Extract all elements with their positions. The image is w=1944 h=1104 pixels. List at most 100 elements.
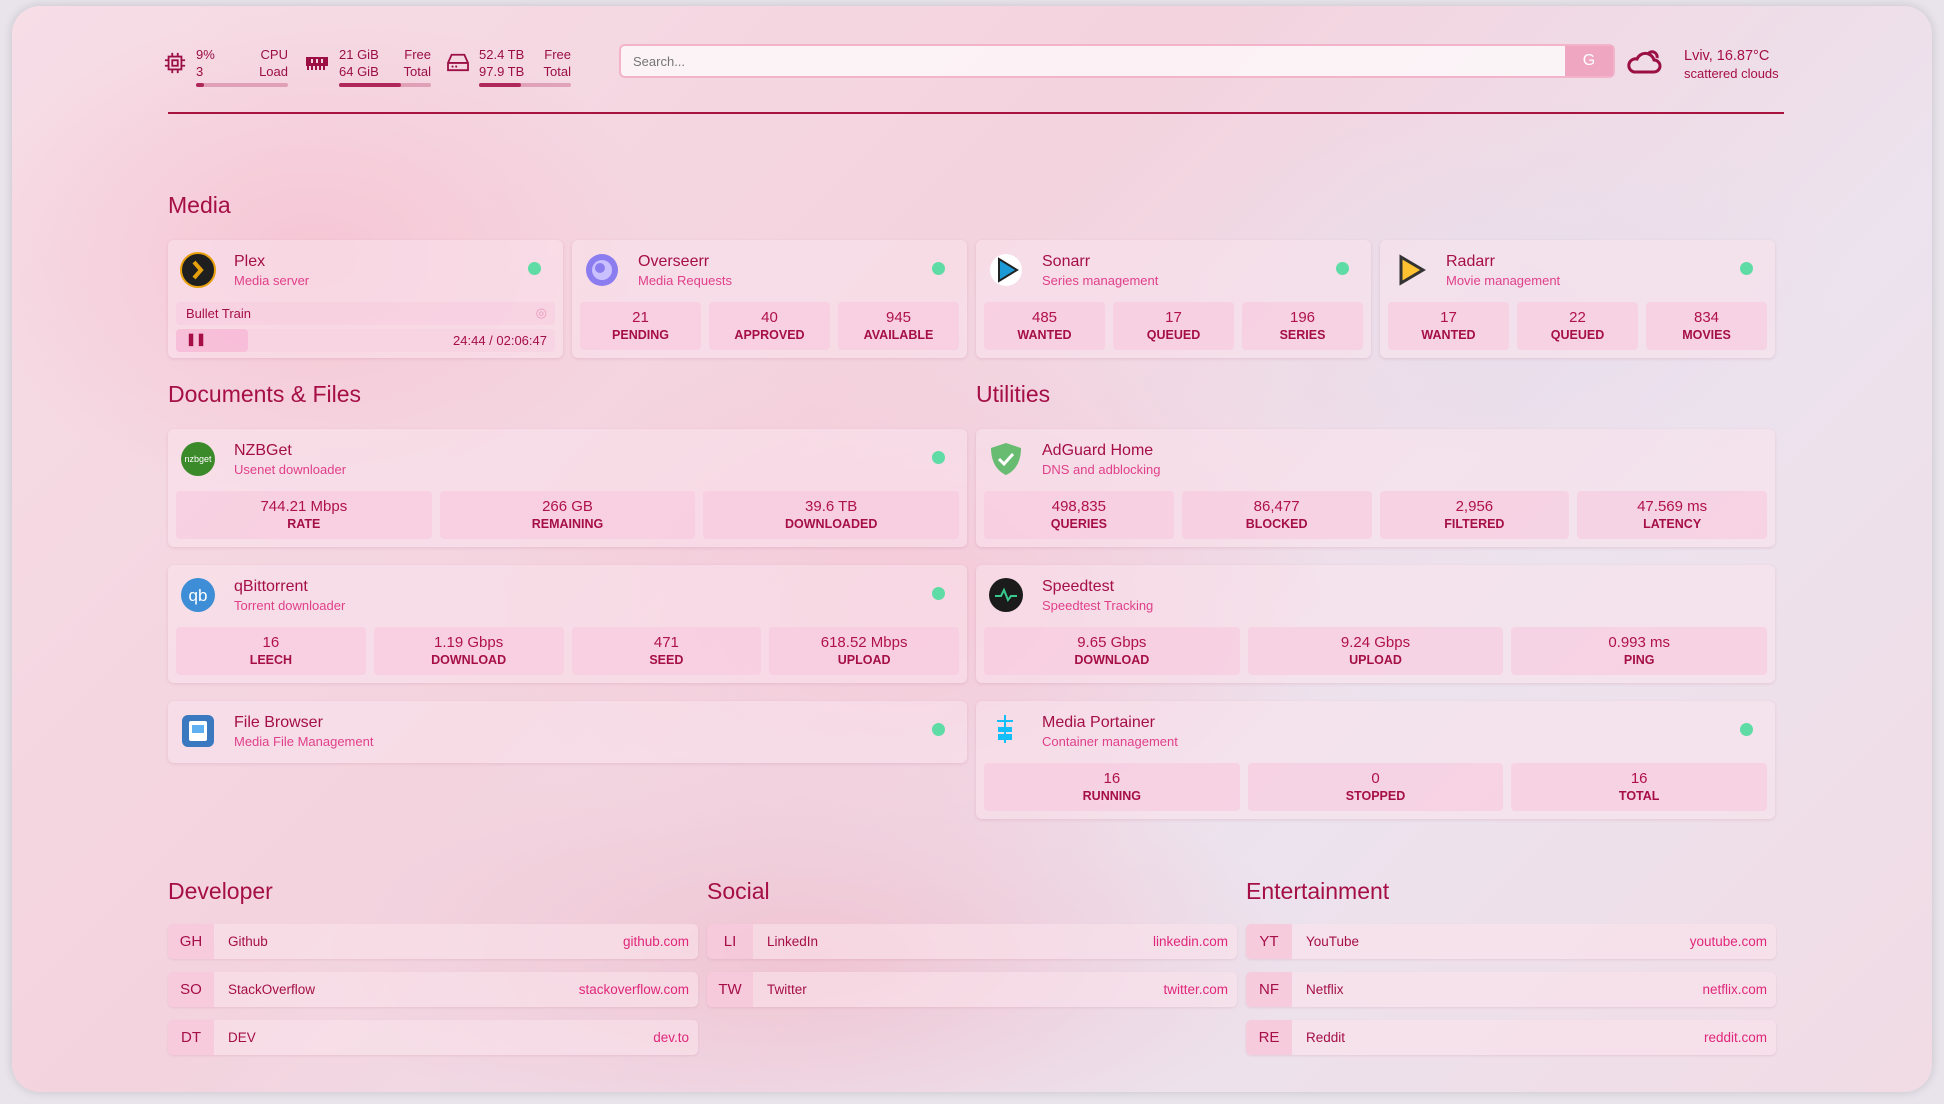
bookmark-github[interactable]: GH Github github.com: [168, 924, 698, 959]
service-card-radarr[interactable]: Radarr Movie management 17 WANTED 22 QUEUED…: [1380, 240, 1775, 358]
bookmark-name: YouTube: [1306, 934, 1360, 949]
search-input[interactable]: [621, 46, 1565, 76]
stat-value: 471: [653, 634, 679, 651]
stat-running: 16 RUNNING: [984, 763, 1240, 811]
now-playing: Bullet Train ◎: [176, 302, 555, 325]
stat-stopped: 0 STOPPED: [1247, 763, 1504, 811]
bookmark-twitter[interactable]: TW Twitter twitter.com: [707, 972, 1237, 1007]
service-name: Overseerr: [638, 253, 710, 270]
stat-rate: 744.21 Mbps RATE: [176, 491, 432, 539]
service-description: Movie management: [1446, 273, 1561, 288]
section-developer: Developer: [168, 878, 273, 904]
stat-label: MOVIES: [1682, 328, 1731, 342]
bookmark-dev[interactable]: DT DEV dev.to: [168, 1020, 698, 1055]
stat-queries: 498,835 QUERIES: [984, 491, 1174, 539]
bookmark-url: dev.to: [653, 1030, 689, 1045]
stats-row: 9.65 Gbps DOWNLOAD 9.24 Gbps UPLOAD 0.993 ms…: [984, 627, 1768, 675]
cpu-load-label: Load: [259, 64, 288, 79]
qbittorrent-icon: qb: [180, 577, 216, 613]
service-card-adguard[interactable]: AdGuard Home DNS and adblocking 498,835 Q…: [976, 429, 1775, 547]
stream-icon: ◎: [535, 305, 547, 320]
service-card-portainer[interactable]: Media Portainer Container management 16 R…: [976, 701, 1775, 819]
stat-value: 16: [1630, 770, 1648, 787]
bookmark-url: linkedin.com: [1152, 934, 1228, 949]
filebrowser-icon: [180, 713, 216, 749]
service-card-plex[interactable]: Plex Media server Bullet Train ◎ ❚❚ 24:44 …: [168, 240, 563, 358]
bookmark-url: youtube.com: [1689, 934, 1767, 949]
pause-icon[interactable]: ❚❚: [186, 332, 207, 346]
cpu-bar-fill: [196, 83, 205, 87]
section-documents-files: Documents & Files: [168, 381, 362, 407]
memory-free-label: Free: [404, 47, 431, 62]
memory-total: 64 GiB: [339, 64, 379, 79]
weather-widget[interactable]: Lviv, 16.87°C scattered clouds: [1626, 46, 1779, 81]
service-card-nzbget[interactable]: nzbget NZBGet Usenet downloader 744.21 M…: [168, 429, 967, 547]
stat-value: 17: [1165, 309, 1182, 326]
service-card-sonarr[interactable]: Sonarr Series management 485 WANTED 17 QUEU…: [976, 240, 1371, 358]
service-card-overseerr[interactable]: Overseerr Media Requests 21 PENDING 40 APPR…: [572, 240, 967, 358]
service-description: Usenet downloader: [234, 462, 347, 477]
stat-wanted: 485 WANTED: [984, 302, 1105, 350]
service-card-qbittorrent[interactable]: qb qBittorrent Torrent downloader 16 LEEC…: [168, 565, 967, 683]
stat-blocked: 86,477 BLOCKED: [1181, 491, 1372, 539]
bookmark-reddit[interactable]: RE Reddit reddit.com: [1246, 1020, 1776, 1055]
service-name: AdGuard Home: [1042, 442, 1154, 459]
bookmark-url: twitter.com: [1163, 982, 1228, 997]
stat-label: SERIES: [1279, 328, 1326, 342]
status-indicator: [1336, 262, 1349, 275]
disk-icon: [447, 53, 469, 72]
stat-movies: 834 MOVIES: [1646, 302, 1767, 350]
speedtest-icon: [988, 577, 1024, 613]
cpu-label: CPU: [260, 47, 288, 62]
search-provider-button[interactable]: G: [1565, 46, 1613, 76]
stat-value: 39.6 TB: [805, 498, 858, 515]
disk-total-label: Total: [543, 64, 571, 79]
service-card-speedtest[interactable]: Speedtest Speedtest Tracking 9.65 Gbps DO…: [976, 565, 1775, 683]
stat-series: 196 SERIES: [1242, 302, 1363, 350]
dashboard: 9% CPU 3 Load 21 GiB Free 64 GiB Total 52.4 TB…: [12, 6, 1932, 1092]
stat-value: 2,956: [1455, 498, 1494, 515]
stats-row: 17 WANTED 22 QUEUED 834 MOVIES: [1388, 302, 1767, 350]
stat-value: 47.569 ms: [1637, 498, 1708, 515]
bookmark-netflix[interactable]: NF Netflix netflix.com: [1246, 972, 1776, 1007]
stat-upload: 618.52 Mbps UPLOAD: [769, 627, 959, 675]
stat-value: 22: [1569, 309, 1586, 326]
service-description: Media server: [234, 273, 310, 288]
memory-bar-fill: [339, 83, 401, 87]
service-card-filebrowser[interactable]: File Browser Media File Management: [168, 701, 967, 763]
stat-value: 485: [1031, 309, 1058, 326]
bookmark-youtube[interactable]: YT YouTube youtube.com: [1246, 924, 1776, 959]
stat-value: 21: [632, 309, 649, 326]
stat-label: DOWNLOAD: [431, 653, 507, 667]
memory-bar: [339, 83, 431, 87]
portainer-icon: [988, 713, 1024, 749]
stat-value: 744.21 Mbps: [260, 498, 348, 515]
stat-total: 16 TOTAL: [1511, 763, 1768, 811]
bookmark-abbr: RE: [1246, 1020, 1292, 1055]
bookmark-abbr: SO: [168, 972, 214, 1007]
bookmark-abbr: GH: [168, 924, 214, 959]
memory-icon: [306, 57, 328, 70]
disk-free-label: Free: [544, 47, 571, 62]
stat-label: LATENCY: [1643, 517, 1702, 531]
bookmark-linkedin[interactable]: LI LinkedIn linkedin.com: [707, 924, 1237, 959]
svg-text:nzbget: nzbget: [184, 454, 212, 464]
service-description: Speedtest Tracking: [1042, 598, 1154, 613]
bookmark-abbr: LI: [707, 924, 753, 959]
bookmark-stackoverflow[interactable]: SO StackOverflow stackoverflow.com: [168, 972, 698, 1007]
stat-label: UPLOAD: [1349, 653, 1402, 667]
stat-label: BLOCKED: [1245, 517, 1308, 531]
stat-label: STOPPED: [1345, 789, 1406, 803]
section-media: Media: [168, 192, 231, 218]
adguard-icon: [988, 441, 1024, 477]
playback-progress[interactable]: ❚❚ 24:44 / 02:06:47: [176, 329, 555, 352]
status-indicator: [528, 262, 541, 275]
bookmark-name: DEV: [228, 1030, 256, 1045]
stat-label: SEED: [649, 653, 684, 667]
disk-bar: [479, 83, 571, 87]
stat-value: 40: [761, 309, 778, 326]
search-box: G: [619, 44, 1615, 78]
stats-row: 498,835 QUERIES 86,477 BLOCKED 2,956 FILTERED…: [984, 491, 1767, 539]
stat-value: 945: [885, 309, 912, 326]
status-indicator: [932, 262, 945, 275]
